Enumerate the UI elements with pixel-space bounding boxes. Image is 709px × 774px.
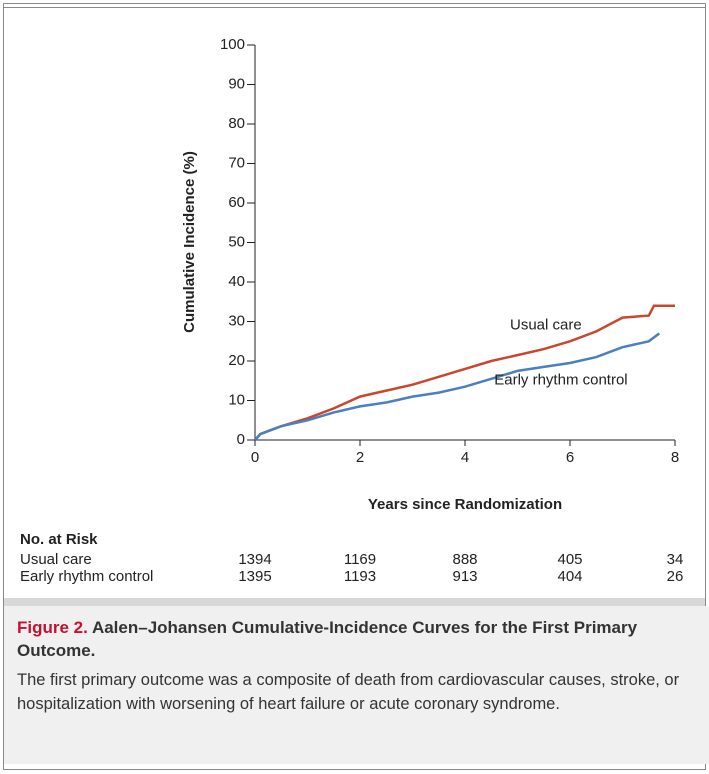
y-axis-label: Cumulative Incidence (%): [181, 151, 198, 333]
x-tick-label: 6: [566, 449, 574, 466]
risk-value: 405: [557, 551, 582, 568]
y-tick-label: 10: [228, 391, 245, 408]
series-line: [254, 332, 661, 441]
y-tick-label: 70: [228, 154, 245, 171]
x-tick-label: 0: [251, 449, 259, 466]
risk-value: 888: [452, 551, 477, 568]
caption-title: Figure 2. Aalen–Johansen Cumulative-Inci…: [17, 616, 696, 662]
y-tick-label: 80: [228, 115, 245, 132]
x-tick-label: 8: [671, 449, 679, 466]
y-tick-label: 30: [228, 312, 245, 329]
figure-label: Figure 2.: [17, 618, 88, 637]
caption-body: The first primary outcome was a composit…: [17, 671, 680, 713]
risk-value: 1395: [238, 568, 271, 585]
caption: Figure 2. Aalen–Johansen Cumulative-Inci…: [4, 606, 709, 764]
y-tick-label: 60: [228, 194, 245, 211]
frame: [3, 3, 706, 770]
y-tick-label: 100: [220, 36, 245, 53]
figure-title: Aalen–Johansen Cumulative-Incidence Curv…: [17, 618, 638, 660]
risk-value: 34: [667, 551, 684, 568]
risk-row-label: Usual care: [20, 551, 92, 568]
y-tick-label: 40: [228, 273, 245, 290]
risk-value: 1193: [344, 568, 376, 585]
risk-value: 1394: [238, 551, 271, 568]
risk-header: No. at Risk: [20, 531, 98, 548]
y-tick-label: 20: [228, 352, 245, 369]
x-tick-label: 2: [356, 449, 364, 466]
y-tick-label: 90: [228, 75, 245, 92]
y-tick-label: 0: [237, 431, 245, 448]
risk-value: 913: [452, 568, 477, 585]
separator: [4, 598, 705, 606]
risk-row-label: Early rhythm control: [20, 568, 153, 585]
x-axis-label: Years since Randomization: [368, 496, 562, 513]
risk-value: 1169: [344, 551, 376, 568]
risk-value: 26: [667, 568, 684, 585]
x-tick-label: 4: [461, 449, 469, 466]
y-tick-label: 50: [228, 233, 245, 250]
series-label: Usual care: [510, 317, 582, 334]
series-label: Early rhythm control: [494, 371, 627, 388]
risk-value: 404: [557, 568, 582, 585]
